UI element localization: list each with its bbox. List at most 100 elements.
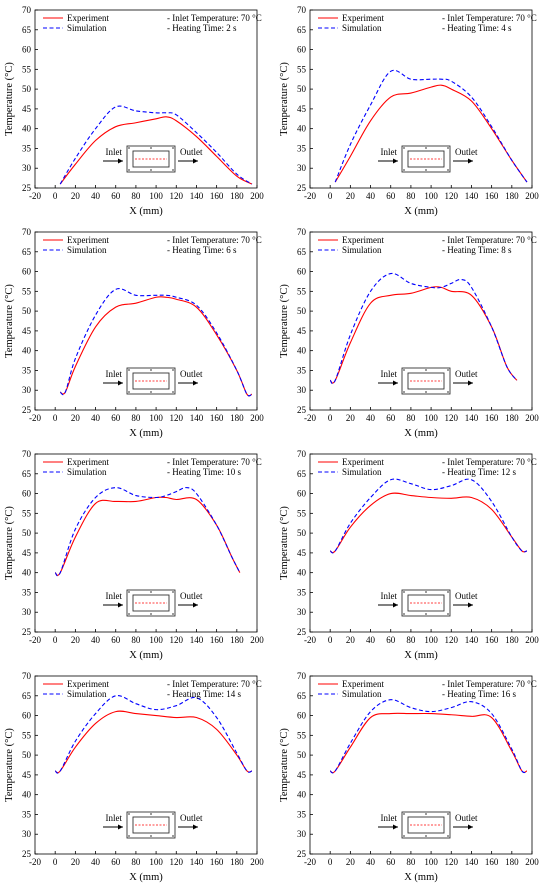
x-tick-label: 80 — [406, 857, 416, 867]
x-tick-label: 80 — [131, 635, 141, 645]
schematic-bolt — [150, 369, 152, 371]
schematic-bolt — [172, 169, 174, 171]
heating-time-annotation: - Heating Time: 8 s — [442, 245, 512, 255]
x-tick-label: 200 — [250, 857, 264, 867]
schematic-bolt — [425, 613, 427, 615]
y-tick-label: 45 — [22, 548, 32, 558]
x-tick-label: 20 — [71, 413, 81, 423]
inlet-temperature-annotation: - Inlet Temperature: 70 °C — [442, 235, 537, 245]
x-tick-label: 0 — [328, 635, 333, 645]
x-tick-label: 140 — [190, 413, 204, 423]
x-tick-label: 40 — [91, 191, 101, 201]
x-tick-label: 200 — [250, 191, 264, 201]
plot-frame — [309, 9, 533, 189]
legend-simulation-label: Simulation — [342, 245, 382, 255]
x-tick-label: 200 — [525, 635, 539, 645]
legend-simulation-label: Simulation — [67, 689, 107, 699]
schematic-bolt — [172, 835, 174, 837]
inlet-label: Inlet — [381, 147, 398, 157]
plot-frame — [34, 9, 258, 189]
y-tick-label: 45 — [22, 326, 32, 336]
y-tick-label: 60 — [297, 711, 307, 721]
y-tick-label: 30 — [297, 607, 307, 617]
y-tick-label: 40 — [22, 568, 32, 578]
y-tick-label: 25 — [22, 849, 32, 859]
x-tick-label: 160 — [210, 635, 224, 645]
x-tick-label: 180 — [230, 635, 244, 645]
schematic-bolt — [172, 369, 174, 371]
x-tick-label: 100 — [149, 857, 163, 867]
x-tick-label: 140 — [190, 857, 204, 867]
y-tick-label: 35 — [297, 587, 307, 597]
experiment-series-line — [54, 710, 253, 774]
inlet-arrow-icon — [393, 380, 398, 386]
plot-frame — [309, 675, 533, 855]
schematic-bolt — [150, 813, 152, 815]
y-tick-label: 25 — [297, 405, 307, 415]
x-axis-label: X (mm) — [129, 428, 163, 439]
x-tick-label: 60 — [386, 857, 396, 867]
outlet-label: Outlet — [455, 813, 478, 823]
y-tick-label: 35 — [22, 809, 32, 819]
schematic-bolt — [128, 835, 130, 837]
x-tick-label: -20 — [29, 413, 41, 423]
y-tick-label: 55 — [22, 64, 32, 74]
y-tick-label: 40 — [22, 346, 32, 356]
chart-panel-1: -20 0 20 40 60 80 100 120 140 160 180 200 25 30 35 40 45… — [0, 0, 275, 222]
y-tick-label: 55 — [297, 64, 307, 74]
x-tick-label: 100 — [149, 635, 163, 645]
simulation-series-line — [329, 272, 518, 385]
y-tick-label: 60 — [297, 489, 307, 499]
outlet-label: Outlet — [180, 591, 203, 601]
y-axis-label: Temperature (°C) — [279, 506, 290, 580]
inlet-temperature-annotation: - Inlet Temperature: 70 °C — [167, 235, 262, 245]
x-tick-label: -20 — [304, 857, 316, 867]
y-tick-label: 70 — [22, 449, 32, 459]
y-axis-label: Temperature (°C) — [4, 284, 15, 358]
y-tick-label: 45 — [297, 104, 307, 114]
y-tick-label: 55 — [22, 730, 32, 740]
x-tick-label: 180 — [505, 413, 519, 423]
inlet-outlet-schematic: Inlet Outlet — [378, 589, 478, 617]
x-tick-label: 0 — [328, 191, 333, 201]
outlet-arrow-icon — [468, 380, 473, 386]
x-tick-label: 80 — [406, 191, 416, 201]
x-tick-label: 20 — [71, 857, 81, 867]
schematic-bolt — [172, 391, 174, 393]
y-tick-label: 70 — [22, 5, 32, 15]
x-axis-label: X (mm) — [129, 650, 163, 661]
schematic-bolt — [403, 147, 405, 149]
heating-time-annotation: - Heating Time: 16 s — [442, 689, 517, 699]
x-tick-label: 160 — [485, 857, 499, 867]
chart-svg: -20 0 20 40 60 80 100 120 140 160 180 200 25 30 35 40 45… — [4, 5, 264, 217]
y-tick-label: 55 — [22, 508, 32, 518]
legend-simulation-label: Simulation — [342, 467, 382, 477]
outlet-arrow-icon — [193, 380, 198, 386]
inlet-label: Inlet — [381, 369, 398, 379]
x-tick-label: 120 — [445, 857, 459, 867]
x-tick-label: -20 — [29, 191, 41, 201]
chart-svg: -20 0 20 40 60 80 100 120 140 160 180 200 25 30 35 40 45… — [4, 227, 264, 439]
x-tick-label: 60 — [386, 413, 396, 423]
x-tick-label: 40 — [366, 857, 376, 867]
x-axis-label: X (mm) — [129, 872, 163, 883]
x-tick-label: 80 — [131, 191, 141, 201]
x-tick-label: -20 — [304, 635, 316, 645]
inlet-temperature-annotation: - Inlet Temperature: 70 °C — [442, 679, 537, 689]
y-tick-label: 50 — [297, 306, 307, 316]
x-tick-label: 40 — [366, 413, 376, 423]
y-tick-label: 55 — [297, 730, 307, 740]
y-tick-label: 65 — [297, 247, 307, 257]
legend-simulation-label: Simulation — [67, 467, 107, 477]
x-tick-label: 100 — [149, 413, 163, 423]
x-tick-label: 0 — [53, 191, 58, 201]
outlet-arrow-icon — [468, 158, 473, 164]
inlet-arrow-icon — [118, 380, 123, 386]
y-tick-label: 35 — [297, 809, 307, 819]
outlet-label: Outlet — [455, 147, 478, 157]
x-tick-label: 100 — [149, 191, 163, 201]
y-tick-label: 30 — [297, 385, 307, 395]
x-tick-label: 100 — [424, 191, 438, 201]
schematic-bolt — [128, 813, 130, 815]
outlet-arrow-icon — [193, 158, 198, 164]
